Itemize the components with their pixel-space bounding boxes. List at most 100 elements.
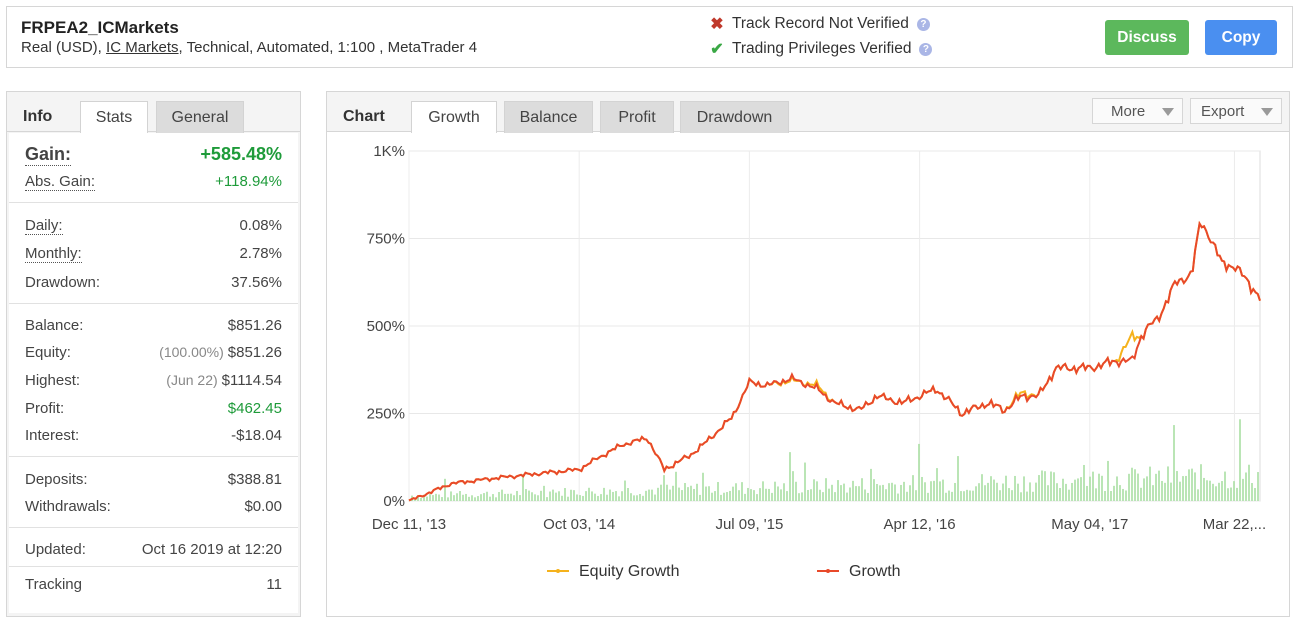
volume-bar: [567, 496, 569, 501]
stats-tabbar: Info Stats General: [7, 92, 300, 133]
volume-bar: [777, 486, 779, 501]
x-tick-label: Mar 22,...: [1203, 516, 1266, 533]
volume-bar: [1125, 490, 1127, 501]
volume-bar: [768, 488, 770, 501]
tab-drawdown[interactable]: Drawdown: [680, 101, 789, 133]
volume-bar: [1092, 471, 1094, 501]
stat-abs-gain: Abs. Gain: +118.94%: [25, 173, 282, 191]
tab-balance[interactable]: Balance: [504, 101, 593, 133]
broker-link[interactable]: IC Markets: [106, 39, 179, 56]
tab-general[interactable]: General: [156, 101, 244, 133]
volume-bar: [672, 485, 674, 501]
volume-bar: [480, 494, 482, 501]
account-header: FRPEA2_ICMarkets Real (USD), IC Markets,…: [6, 6, 1293, 68]
volume-bar: [1140, 487, 1142, 501]
volume-bar: [684, 483, 686, 501]
volume-bar: [918, 443, 920, 501]
volume-bar: [1170, 482, 1172, 501]
volume-bar: [747, 487, 749, 501]
volume-bar: [693, 488, 695, 501]
volume-bar: [960, 491, 962, 501]
volume-bar: [1098, 473, 1100, 501]
volume-bar: [816, 481, 818, 501]
legend-equity-marker: [556, 569, 560, 573]
volume-bar: [585, 491, 587, 501]
volume-bar: [1041, 470, 1043, 501]
volume-bar: [771, 492, 773, 501]
volume-bar: [1023, 476, 1025, 501]
volume-bar: [666, 484, 668, 501]
volume-bar: [1035, 482, 1037, 501]
volume-bar: [759, 488, 761, 501]
help-icon[interactable]: ?: [916, 17, 930, 31]
volume-bar: [1047, 485, 1049, 501]
volume-bar: [1218, 482, 1220, 501]
volume-bar: [1233, 481, 1235, 501]
volume-bar: [843, 483, 845, 501]
volume-bar: [1245, 472, 1247, 501]
volume-bar: [810, 489, 812, 501]
y-tick-label: 0%: [383, 493, 405, 510]
volume-bar: [702, 472, 704, 501]
volume-bar: [714, 491, 716, 501]
volume-bar: [912, 475, 914, 501]
chart-panel: Chart Growth Balance Profit Drawdown Mor…: [326, 91, 1290, 617]
volume-bar: [1113, 485, 1115, 501]
volume-bar: [513, 495, 515, 501]
volume-bar: [753, 490, 755, 501]
volume-bar: [990, 476, 992, 501]
volume-bar: [1053, 472, 1055, 501]
discuss-button[interactable]: Discuss: [1105, 20, 1189, 55]
volume-bar: [876, 484, 878, 501]
volume-bar: [558, 491, 560, 501]
tab-profit[interactable]: Profit: [600, 101, 674, 133]
volume-bar: [471, 495, 473, 501]
volume-bar: [825, 478, 827, 501]
volume-bar: [459, 491, 461, 501]
volume-bar: [738, 490, 740, 501]
volume-bar: [501, 489, 503, 501]
volume-bar: [975, 486, 977, 501]
growth-chart[interactable]: 0% 250% 500% 750% 1K% Dec 11, '13 Oct 03, '14 J…: [327, 132, 1289, 616]
copy-button[interactable]: Copy: [1205, 20, 1277, 55]
volume-bar: [996, 482, 998, 501]
volume-bar: [498, 492, 500, 501]
account-subtitle: Real (USD), IC Markets, Technical, Autom…: [21, 39, 477, 56]
tab-growth[interactable]: Growth: [411, 101, 497, 133]
volume-bar: [633, 495, 635, 501]
volume-bar: [606, 494, 608, 501]
volume-bar: [954, 482, 956, 501]
cross-icon: ✖: [710, 16, 724, 33]
volume-bar: [1008, 488, 1010, 501]
volume-bar: [915, 490, 917, 501]
divider: [9, 303, 298, 304]
tab-stats[interactable]: Stats: [80, 101, 148, 133]
volume-bar: [879, 485, 881, 501]
chart-heading: Chart: [343, 108, 385, 125]
volume-bar: [894, 484, 896, 501]
more-dropdown[interactable]: More: [1092, 98, 1183, 124]
volume-bar: [621, 491, 623, 501]
volume-bar: [1242, 478, 1244, 501]
volume-bar: [537, 495, 539, 501]
volume-bar: [531, 492, 533, 501]
volume-bar: [447, 497, 449, 501]
volume-bar: [903, 481, 905, 501]
volume-bar: [708, 486, 710, 501]
volume-bar: [1197, 489, 1199, 501]
volume-bar: [1248, 464, 1250, 501]
volume-bar: [717, 482, 719, 501]
help-icon[interactable]: ?: [919, 42, 933, 56]
volume-bar: [1230, 487, 1232, 501]
volume-bar: [669, 489, 671, 501]
account-title: FRPEA2_ICMarkets: [21, 18, 179, 37]
volume-bar: [1038, 475, 1040, 501]
volume-bar: [1200, 464, 1202, 501]
volume-bar: [1110, 491, 1112, 501]
volume-bar: [1179, 481, 1181, 501]
growth-line: [408, 220, 1261, 502]
volume-bar: [579, 495, 581, 501]
volume-bar: [510, 493, 512, 501]
export-dropdown[interactable]: Export: [1190, 98, 1282, 124]
volume-bar: [744, 493, 746, 501]
